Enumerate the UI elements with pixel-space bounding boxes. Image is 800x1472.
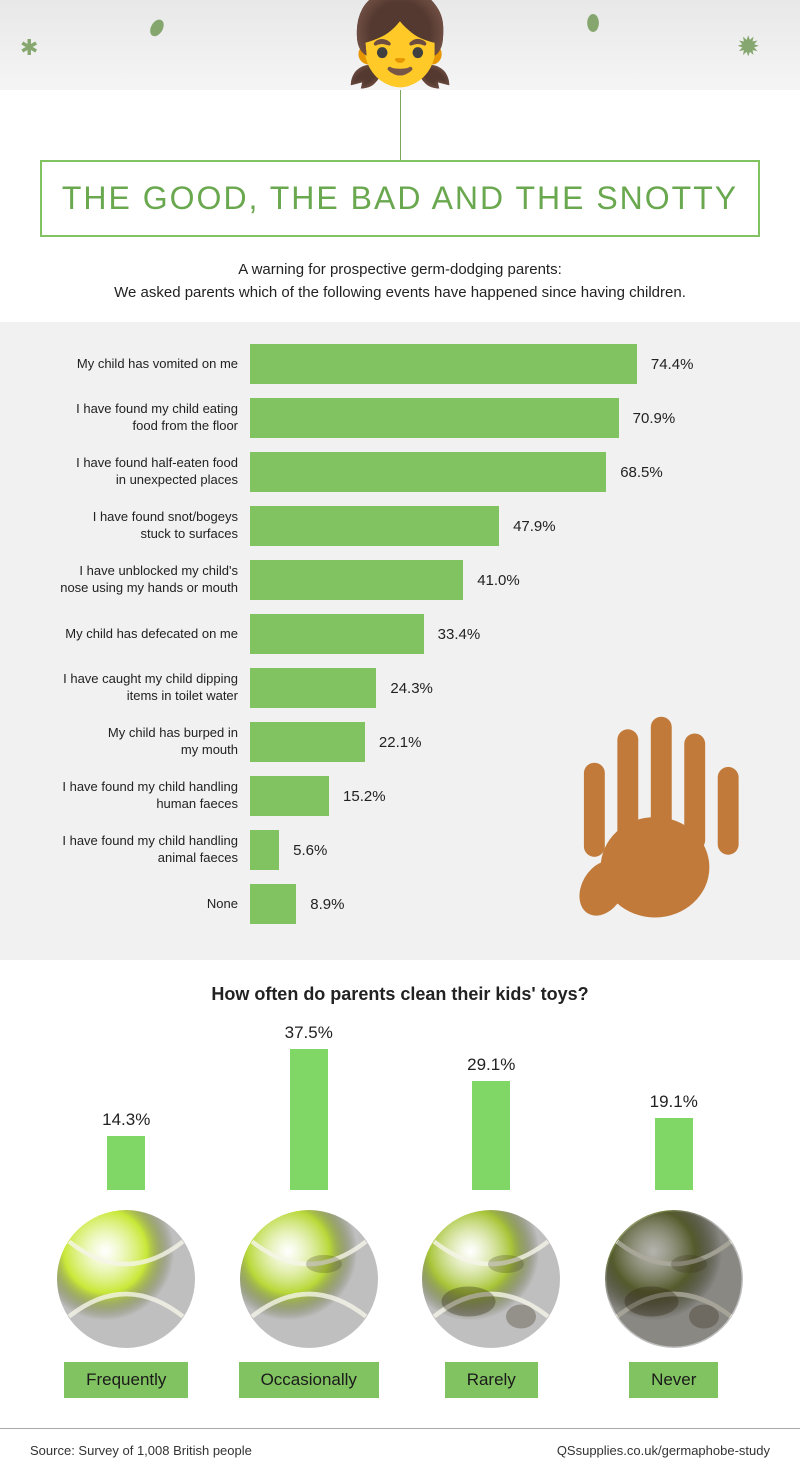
bar-label: I have unblocked my child'snose using my… [30,563,250,597]
bar-value: 74.4% [651,356,694,373]
bar [250,884,296,924]
events-bar-chart: My child has vomited on me 74.4% I have fo… [0,322,800,960]
bar-track: 74.4% [250,344,770,384]
bar-value: 47.9% [513,518,556,535]
bar-value: 15.2% [343,788,386,805]
bar [250,560,463,600]
toy-label: Rarely [445,1362,538,1398]
bar-label: I have found my child handlinganimal fae… [30,833,250,867]
germ-icon: ⬮ [586,10,600,36]
bar-track: 68.5% [250,452,770,492]
toy-value: 37.5% [285,1023,333,1043]
bar-label: I have found my child eatingfood from th… [30,401,250,435]
toy-bar [655,1118,693,1190]
bar-track: 41.0% [250,560,770,600]
toy-column: 14.3% Frequently [41,1110,211,1398]
bar-row: I have found half-eaten foodin unexpecte… [30,452,770,492]
bar-value: 33.4% [438,626,481,643]
bar-value: 24.3% [390,680,433,697]
bar-label: I have caught my child dippingitems in t… [30,671,250,705]
page-title: THE GOOD, THE BAD AND THE SNOTTY [52,180,748,217]
bar-track: 47.9% [250,506,770,546]
bar-label: None [30,896,250,913]
bar [250,614,424,654]
toys-bar-chart: 14.3% Frequently37.5% Occasionally29.1% [0,1023,800,1428]
bar-track: 33.4% [250,614,770,654]
tennis-ball-icon [51,1204,201,1354]
toy-value: 19.1% [650,1092,698,1112]
bar-value: 41.0% [477,572,520,589]
bar-label: I have found snot/bogeysstuck to surface… [30,509,250,543]
bar-row: My child has defecated on me 33.4% [30,614,770,654]
bar [250,776,329,816]
toy-bar [107,1136,145,1190]
toys-chart-title: How often do parents clean their kids' t… [0,984,800,1005]
source-text: Source: Survey of 1,008 British people [30,1443,252,1458]
toy-column: 37.5% Occasionally [224,1023,394,1398]
bar [250,452,606,492]
bar-row: I have found my child eatingfood from th… [30,398,770,438]
toy-column: 29.1% Rarely [406,1055,576,1398]
bar-label: My child has burped inmy mouth [30,725,250,759]
subtitle-line: A warning for prospective germ-dodging p… [238,261,562,278]
bar [250,344,637,384]
bar [250,830,279,870]
bar-row: My child has vomited on me 74.4% [30,344,770,384]
bar-label: I have found my child handlinghuman faec… [30,779,250,813]
bar [250,398,619,438]
toy-bar [472,1081,510,1190]
infographic-container: ✱ ⬮ ⬮ ✹ ⬮ 👧 THE GOOD, THE BAD AND THE SN… [0,0,800,1472]
bar-value: 22.1% [379,734,422,751]
subtitle-line: We asked parents which of the following … [114,284,686,301]
virus-icon: ✹ [737,30,760,63]
header-image: ✱ ⬮ ⬮ ✹ ⬮ 👧 [0,0,800,90]
footer: Source: Survey of 1,008 British people Q… [0,1428,800,1472]
toy-label: Frequently [64,1362,188,1398]
toy-label: Occasionally [239,1362,379,1398]
title-box: THE GOOD, THE BAD AND THE SNOTTY [40,160,760,237]
toy-label: Never [629,1362,718,1398]
toy-value: 29.1% [467,1055,515,1075]
connector-line [400,90,401,160]
toy-value: 14.3% [102,1110,150,1130]
bar-value: 68.5% [620,464,663,481]
bar-value: 8.9% [310,896,344,913]
bar [250,506,499,546]
toy-column: 19.1% Never [589,1092,759,1398]
bar-label: I have found half-eaten foodin unexpecte… [30,455,250,489]
footer-link: QSsupplies.co.uk/germaphobe-study [557,1443,770,1458]
tennis-ball-icon [416,1204,566,1354]
bar-label: My child has vomited on me [30,356,250,373]
germ-icon: ⬮ [144,13,169,42]
bar [250,668,376,708]
germ-icon: ✱ [20,35,38,61]
bar-value: 5.6% [293,842,327,859]
child-image: 👧 [320,0,480,90]
toy-bar [290,1049,328,1190]
tennis-ball-icon [599,1204,749,1354]
bar-label: My child has defecated on me [30,626,250,643]
bar [250,722,365,762]
bar-value: 70.9% [633,410,676,427]
tennis-ball-icon [234,1204,384,1354]
handprint-icon [550,700,760,930]
subtitle: A warning for prospective germ-dodging p… [40,259,760,304]
bar-track: 70.9% [250,398,770,438]
bar-row: I have unblocked my child'snose using my… [30,560,770,600]
bar-row: I have found snot/bogeysstuck to surface… [30,506,770,546]
